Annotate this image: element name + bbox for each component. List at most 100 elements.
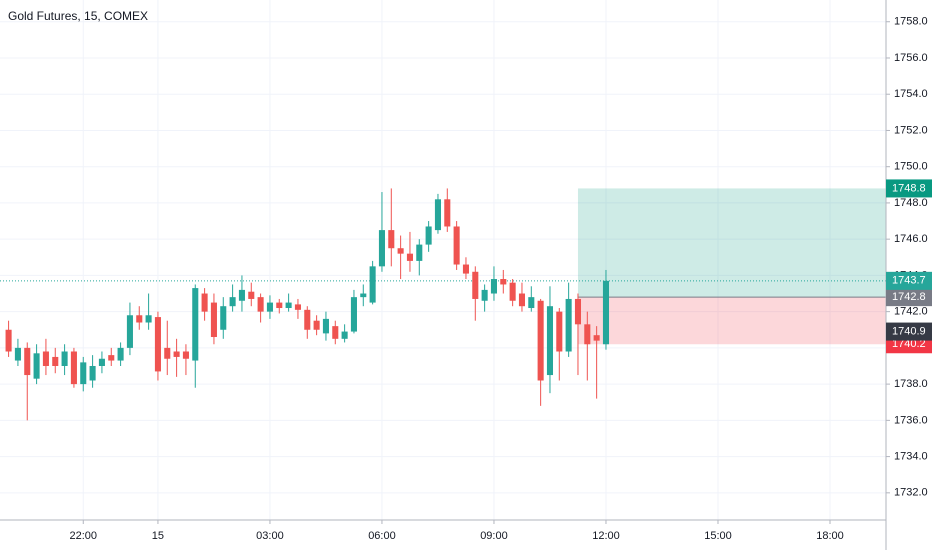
price-label: 1740.9 [892, 325, 926, 337]
candle-body [285, 302, 292, 309]
candle-body [117, 347, 124, 361]
candle-body [406, 253, 413, 261]
candle-body [266, 302, 273, 312]
candle-body [89, 365, 96, 381]
candle-body [70, 351, 77, 385]
candle-body [490, 279, 497, 294]
candles [0, 188, 886, 421]
candle-body [322, 318, 329, 334]
candle-body [388, 230, 395, 249]
candle-body [192, 288, 199, 361]
candle-body [602, 280, 610, 345]
price-label-box [886, 322, 932, 341]
candle-body [80, 362, 87, 385]
y-tick-label: 1732.0 [894, 487, 928, 499]
candle-body [98, 358, 105, 366]
candle-body [584, 324, 591, 345]
chart-title: Gold Futures, 15, COMEX [8, 9, 148, 23]
candle-body [332, 326, 339, 339]
price-label: 1748.8 [892, 182, 926, 194]
y-tick-label: 1742.0 [894, 306, 928, 318]
candle-body [425, 226, 432, 245]
candle-body [52, 356, 59, 366]
y-tick-label: 1754.0 [894, 88, 928, 100]
candle-body [500, 279, 507, 285]
candle-body [350, 297, 357, 332]
candle-body [229, 297, 236, 307]
candle-body [5, 329, 12, 352]
candle-body [397, 248, 404, 254]
x-tick-label: 12:00 [592, 530, 620, 542]
candle-body [210, 302, 217, 338]
grid [0, 0, 886, 520]
candle-body [126, 315, 133, 348]
candle-body [593, 335, 600, 341]
y-tick-label: 1734.0 [894, 450, 928, 462]
price-label: 1743.7 [892, 275, 926, 287]
candle-body [434, 199, 441, 231]
candle-body [145, 315, 152, 323]
candle-body [462, 264, 469, 274]
candle-body [528, 297, 535, 309]
y-tick-label: 1736.0 [894, 414, 928, 426]
candle-body [556, 311, 563, 352]
candle-body [537, 300, 544, 381]
candle-body [472, 271, 479, 299]
candle-body [341, 331, 348, 339]
x-tick-label: 06:00 [368, 530, 396, 542]
price-label-box [886, 288, 932, 307]
candle-body [182, 351, 189, 359]
y-tick-label: 1758.0 [894, 16, 928, 28]
candle-body [248, 291, 255, 299]
price-label-box [886, 179, 932, 198]
stop-zone [577, 297, 886, 345]
x-tick-label: 18:00 [816, 530, 844, 542]
candle-body [276, 302, 283, 309]
candle-body [565, 298, 572, 352]
y-tick-label: 1748.0 [894, 197, 928, 209]
candle-body [136, 315, 143, 323]
candle-body [574, 298, 582, 325]
candle-body [164, 347, 171, 359]
price-label: 1742.8 [892, 291, 926, 303]
candle-body [61, 351, 68, 366]
candle-body [294, 304, 301, 310]
candle-body [304, 309, 311, 330]
candle-body [42, 351, 49, 366]
candle-body [546, 306, 554, 376]
x-tick-label: 22:00 [69, 530, 97, 542]
y-tick-label: 1738.0 [894, 378, 928, 390]
candle-body [201, 293, 208, 312]
candle-body [416, 244, 423, 261]
position-tool [577, 188, 886, 345]
candle-body [444, 199, 451, 227]
y-tick-label: 1756.0 [894, 52, 928, 64]
target-zone [577, 188, 886, 298]
candle-body [481, 289, 488, 301]
y-tick-label: 1750.0 [894, 161, 928, 173]
y-tick-label: 1746.0 [894, 233, 928, 245]
candle-body [14, 347, 21, 361]
price-label: 1740.2 [892, 338, 926, 350]
candle-body [238, 289, 245, 301]
candle-body [154, 317, 161, 372]
candle-body [369, 266, 376, 303]
candle-body [313, 320, 320, 330]
candle-body [360, 293, 367, 298]
candle-body [518, 293, 526, 307]
candle-body [257, 297, 264, 312]
candle-body [220, 306, 227, 330]
candle-body [173, 351, 180, 357]
price-label-box [886, 271, 932, 290]
x-tick-label: 09:00 [480, 530, 508, 542]
candle-body [33, 353, 40, 379]
x-tick-label: 03:00 [256, 530, 284, 542]
candle-body [24, 347, 31, 376]
y-tick-label: 1752.0 [894, 124, 928, 136]
axes: 1732.01734.01736.01738.01740.01742.01744… [69, 16, 932, 542]
candle-body [453, 226, 460, 265]
x-tick-label: 15 [152, 530, 164, 542]
candle-body [378, 230, 385, 267]
candle-body [108, 355, 115, 361]
